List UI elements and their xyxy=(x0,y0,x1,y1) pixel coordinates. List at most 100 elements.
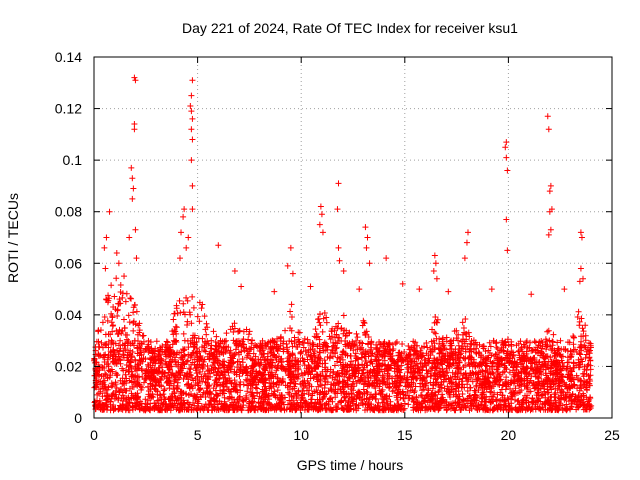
data-point xyxy=(202,339,209,346)
data-point xyxy=(109,403,116,410)
data-point xyxy=(123,367,130,374)
data-point xyxy=(309,339,316,346)
data-point xyxy=(486,339,493,346)
data-point xyxy=(402,383,409,390)
data-point xyxy=(282,327,289,334)
data-point xyxy=(203,379,210,386)
data-point xyxy=(577,351,584,358)
y-tick-label: 0.02 xyxy=(55,358,82,374)
data-point xyxy=(163,338,170,345)
data-point xyxy=(504,167,511,174)
data-point xyxy=(284,344,291,351)
data-point xyxy=(369,360,376,367)
data-point xyxy=(538,349,545,356)
data-point xyxy=(396,356,403,363)
data-point xyxy=(348,343,355,350)
data-point xyxy=(583,348,590,355)
data-point xyxy=(145,363,152,370)
data-point xyxy=(253,385,260,392)
chart-title: Day 221 of 2024, Rate Of TEC Index for r… xyxy=(182,20,518,36)
data-point xyxy=(147,392,154,399)
data-point xyxy=(422,356,429,363)
data-point xyxy=(368,344,375,351)
data-point xyxy=(549,338,556,345)
data-point xyxy=(142,356,149,363)
data-point xyxy=(108,349,115,356)
x-tick-label: 20 xyxy=(501,427,517,443)
data-point xyxy=(452,399,459,406)
data-point xyxy=(240,328,247,335)
data-point xyxy=(336,355,343,362)
data-point xyxy=(98,373,105,380)
data-point xyxy=(439,366,446,373)
data-point xyxy=(502,403,509,410)
data-point xyxy=(171,400,178,407)
data-point xyxy=(418,392,425,399)
data-point xyxy=(177,392,184,399)
data-point xyxy=(101,244,108,251)
y-tick-label: 0.1 xyxy=(63,152,83,168)
data-point xyxy=(304,336,311,343)
data-point xyxy=(179,361,186,368)
data-points xyxy=(91,74,595,414)
data-point xyxy=(553,369,560,376)
data-point xyxy=(340,268,347,275)
data-point xyxy=(432,314,439,321)
data-point xyxy=(271,338,278,345)
data-point xyxy=(489,363,496,370)
data-point xyxy=(534,363,541,370)
data-point xyxy=(462,315,469,322)
data-point xyxy=(474,376,481,383)
data-point xyxy=(162,341,169,348)
data-point xyxy=(185,344,192,351)
data-point xyxy=(421,398,428,405)
data-point xyxy=(456,393,463,400)
data-point xyxy=(519,365,526,372)
data-point xyxy=(255,379,262,386)
data-point xyxy=(442,404,449,411)
data-point xyxy=(299,355,306,362)
data-point xyxy=(232,403,239,410)
data-point xyxy=(217,337,224,344)
data-point xyxy=(95,364,102,371)
data-point xyxy=(128,352,135,359)
data-point xyxy=(423,339,430,346)
data-point xyxy=(278,392,285,399)
data-point xyxy=(334,325,341,332)
data-point xyxy=(578,378,585,385)
data-point xyxy=(464,395,471,402)
data-point xyxy=(356,394,363,401)
data-point xyxy=(209,362,216,369)
data-point xyxy=(205,366,212,373)
data-point xyxy=(201,371,208,378)
data-point xyxy=(571,381,578,388)
data-point xyxy=(269,352,276,359)
data-point xyxy=(117,402,124,409)
data-point xyxy=(543,343,550,350)
data-point xyxy=(210,359,217,366)
data-point xyxy=(206,402,213,409)
data-point xyxy=(484,406,491,413)
data-point xyxy=(327,385,334,392)
data-point xyxy=(443,338,450,345)
data-point xyxy=(199,344,206,351)
data-point xyxy=(443,407,450,414)
data-point xyxy=(313,405,320,412)
data-point xyxy=(187,102,194,109)
data-point xyxy=(312,406,319,413)
data-point xyxy=(581,401,588,408)
data-point xyxy=(149,383,156,390)
data-point xyxy=(123,375,130,382)
x-tick-label: 15 xyxy=(397,427,413,443)
data-point xyxy=(195,382,202,389)
data-point xyxy=(431,406,438,413)
data-point xyxy=(575,308,582,315)
data-point xyxy=(391,361,398,368)
data-point xyxy=(203,404,210,411)
data-point xyxy=(363,350,370,357)
data-point xyxy=(113,384,120,391)
data-point xyxy=(433,319,440,326)
data-point xyxy=(441,385,448,392)
data-point xyxy=(437,399,444,406)
data-point xyxy=(101,402,108,409)
